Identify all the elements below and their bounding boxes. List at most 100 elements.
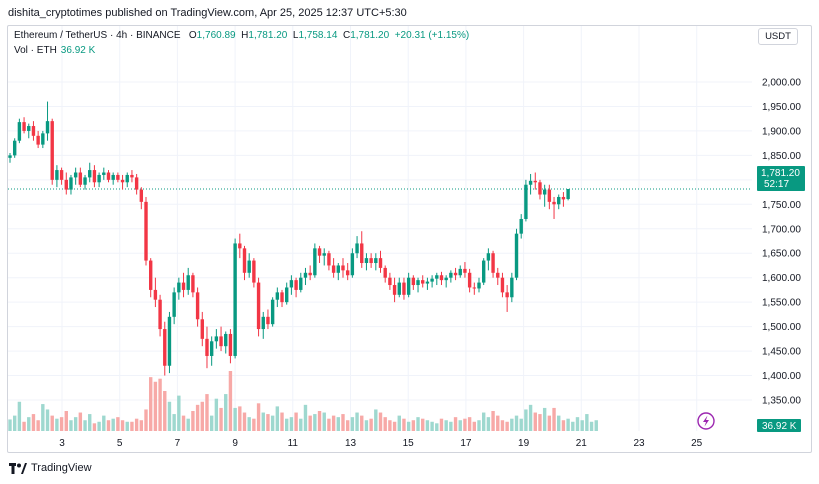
candle[interactable] [308, 265, 312, 281]
candle[interactable] [12, 138, 17, 158]
candle[interactable] [209, 336, 214, 366]
candle[interactable] [36, 130, 40, 149]
candle[interactable] [31, 121, 36, 141]
candle[interactable] [59, 167, 64, 185]
candle[interactable] [444, 275, 448, 288]
candle[interactable] [149, 258, 153, 298]
candle[interactable] [280, 289, 284, 308]
candle[interactable] [181, 272, 186, 298]
candle[interactable] [327, 250, 331, 271]
candle[interactable] [430, 275, 434, 288]
candle[interactable] [294, 277, 298, 298]
candle[interactable] [233, 238, 237, 359]
candle[interactable] [397, 277, 401, 298]
candle[interactable] [378, 250, 383, 273]
candle[interactable] [120, 174, 125, 190]
candle[interactable] [411, 275, 416, 290]
candle[interactable] [83, 174, 87, 190]
candle[interactable] [514, 228, 519, 281]
candle[interactable] [97, 172, 101, 188]
candle[interactable] [285, 282, 289, 305]
candle[interactable] [238, 233, 242, 259]
candle[interactable] [247, 253, 251, 278]
candle[interactable] [477, 277, 481, 293]
candle[interactable] [261, 311, 265, 339]
candle[interactable] [538, 179, 542, 200]
candle[interactable] [289, 275, 294, 295]
candle[interactable] [547, 184, 552, 210]
candle[interactable] [303, 267, 308, 286]
candle[interactable] [73, 167, 78, 185]
volume-label[interactable]: Vol · ETH [14, 45, 57, 56]
candle[interactable] [505, 285, 509, 312]
candle[interactable] [317, 245, 322, 264]
candle[interactable] [256, 277, 261, 337]
candle[interactable] [266, 309, 270, 330]
candle[interactable] [191, 272, 195, 298]
candle[interactable] [463, 262, 467, 278]
candle[interactable] [416, 277, 420, 293]
candle[interactable] [78, 167, 83, 188]
candle[interactable] [27, 123, 31, 139]
candle[interactable] [228, 329, 233, 364]
candle[interactable] [406, 272, 411, 298]
currency-button[interactable]: USDT [758, 28, 798, 45]
candle[interactable] [350, 248, 355, 278]
candle[interactable] [449, 270, 453, 283]
candle[interactable] [467, 268, 472, 293]
candle[interactable] [17, 118, 22, 144]
candle[interactable] [500, 272, 505, 298]
candle[interactable] [167, 311, 172, 374]
candle[interactable] [163, 321, 167, 376]
candle[interactable] [439, 271, 444, 286]
candle[interactable] [561, 192, 566, 207]
candle[interactable] [496, 267, 500, 286]
candle[interactable] [299, 272, 303, 293]
candle[interactable] [102, 167, 106, 180]
candle[interactable] [55, 165, 59, 188]
candle[interactable] [355, 236, 359, 259]
candle[interactable] [425, 277, 430, 290]
candle[interactable] [205, 326, 209, 369]
candle[interactable] [435, 272, 439, 286]
candle[interactable] [528, 173, 533, 195]
candle[interactable] [486, 248, 491, 271]
candle[interactable] [388, 272, 392, 290]
candle[interactable] [369, 253, 373, 268]
candle[interactable] [41, 130, 45, 149]
candle[interactable] [458, 265, 462, 278]
tradingview-logo[interactable]: TradingView [9, 462, 92, 474]
candle[interactable] [22, 117, 26, 134]
candle[interactable] [242, 245, 247, 281]
candle[interactable] [364, 253, 369, 271]
candle[interactable] [566, 189, 570, 201]
candle[interactable] [374, 253, 378, 271]
candle[interactable] [224, 331, 228, 354]
candle[interactable] [519, 214, 523, 239]
symbol-title[interactable]: Ethereum / TetherUS · 4h · BINANCE [14, 30, 181, 41]
candle[interactable] [8, 152, 12, 163]
candle[interactable] [510, 272, 514, 303]
candle[interactable] [106, 170, 111, 183]
candle[interactable] [111, 172, 115, 185]
candle[interactable] [252, 258, 256, 288]
candle[interactable] [421, 275, 425, 288]
candle[interactable] [524, 179, 528, 222]
candle[interactable] [153, 277, 158, 308]
lightning-icon[interactable] [697, 412, 715, 430]
candle[interactable] [472, 282, 477, 295]
candle[interactable] [557, 194, 561, 210]
candle[interactable] [341, 258, 345, 278]
candle[interactable] [177, 277, 181, 300]
candle[interactable] [336, 263, 340, 281]
candle[interactable] [453, 267, 458, 281]
candle[interactable] [45, 101, 50, 141]
candle[interactable] [195, 287, 200, 327]
candle[interactable] [322, 248, 326, 266]
candle[interactable] [542, 184, 547, 207]
candle[interactable] [92, 165, 97, 188]
candle[interactable] [402, 277, 406, 300]
candle[interactable] [533, 172, 537, 190]
candle[interactable] [144, 196, 148, 266]
